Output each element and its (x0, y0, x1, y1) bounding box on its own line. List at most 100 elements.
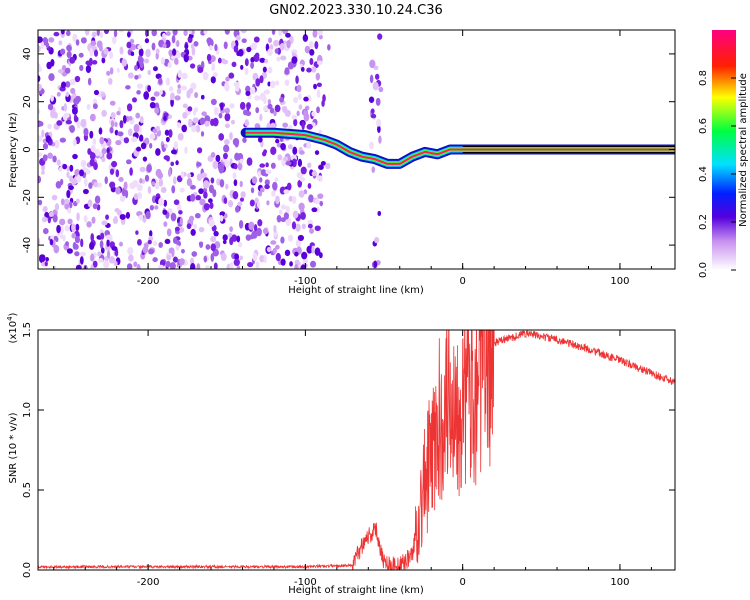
spectrogram-cell (110, 120, 115, 128)
spectrogram-cell (232, 172, 237, 180)
spectrogram-cell (245, 234, 252, 241)
spectrogram-cell (155, 148, 161, 156)
spectrogram-cell (170, 149, 177, 155)
spectrogram-cell (291, 196, 297, 204)
spectrogram-cell (116, 110, 121, 116)
y-tick-label: -20 (22, 189, 33, 205)
spectrogram-cell (79, 256, 84, 265)
spectrogram-cell (106, 152, 113, 160)
spectrogram-cell (87, 148, 92, 155)
spectrogram-cell (274, 48, 279, 54)
spectrogram-cell (239, 197, 244, 202)
spectrogram-cell (170, 212, 177, 222)
spectrogram-cell (211, 62, 216, 72)
spectrogram-cell (283, 156, 289, 161)
spectrogram-cell (115, 140, 122, 146)
spectrogram-cell (259, 163, 266, 168)
spectrogram-cell (188, 88, 194, 94)
spectrogram-cell (139, 177, 143, 184)
spectrogram-cell (267, 99, 272, 105)
spectrogram-cell (251, 42, 258, 51)
spectrogram-cell (106, 70, 111, 76)
spectrogram-cell (55, 181, 62, 189)
spectrogram-cell (59, 218, 66, 226)
spectrogram-cell (309, 48, 315, 56)
spectrogram-cell (129, 167, 133, 176)
spectrogram-cell (272, 181, 278, 191)
spectrogram-cell (71, 223, 76, 232)
spectrogram-cell (284, 67, 290, 75)
y-tick-label: 1.0 (22, 402, 33, 418)
spectrogram-cell (259, 57, 266, 63)
spectrogram-cell (187, 173, 192, 179)
spectrogram-cell (239, 101, 246, 110)
spectrogram-cell (325, 162, 331, 170)
spectrogram-cell (70, 87, 76, 94)
spectrogram-cell (38, 83, 43, 92)
spectrogram-cell (79, 251, 87, 257)
y-tick-label: 20 (22, 95, 33, 108)
spectrogram-cell (284, 249, 291, 257)
spectrogram-cell (38, 199, 43, 206)
y-tick-label: 0.0 (22, 562, 33, 578)
spectrogram-cell (253, 224, 258, 232)
spectrogram-cell (210, 253, 215, 262)
spectrogram-cell (66, 165, 70, 172)
spectrogram-cell (206, 53, 212, 62)
spectrogram-cell (65, 67, 71, 74)
spectrogram-cell (298, 104, 303, 110)
spectrogram-cell (56, 159, 61, 166)
spectrogram-cell (108, 51, 114, 59)
spectrogram-cell (183, 53, 189, 63)
spectrogram-cell (213, 106, 219, 116)
spectrogram-cell (114, 121, 118, 128)
spectrogram-cell (157, 264, 165, 269)
spectrogram-cell (106, 250, 111, 259)
spectrogram-cell (369, 74, 374, 84)
spectrogram-cell (93, 89, 100, 96)
spectrogram-cell (250, 187, 255, 194)
spectrogram-cell (114, 208, 120, 213)
spectrogram-cell (236, 51, 241, 57)
spectrogram-cell (100, 232, 105, 240)
spectrogram-cell (308, 194, 314, 203)
spectrogram-cell (176, 88, 182, 95)
spectrogram-cell (136, 192, 143, 200)
spectrogram-cell (285, 161, 292, 166)
spectrogram-cell (162, 33, 167, 39)
spectrogram-cell (90, 145, 96, 153)
spectrogram-cell (188, 215, 195, 222)
spectrogram-cell (168, 49, 173, 57)
spectrogram-cell (83, 127, 89, 137)
spectrogram-cell (286, 39, 291, 49)
spectrogram-cell (300, 166, 307, 175)
snr-scale-label: (x104) (6, 312, 19, 343)
x-tick-label: 100 (610, 276, 629, 287)
spectrogram-cell (147, 186, 152, 194)
spectrogram-cell (311, 207, 318, 213)
spectrogram-cell (127, 72, 134, 79)
spectrogram-cell (66, 189, 71, 199)
spectrogram-cell (308, 41, 314, 49)
spectrogram-cell (99, 136, 105, 145)
spectrogram-cell (183, 30, 188, 36)
spectrogram-cell (84, 30, 90, 36)
spectrogram-cell (107, 77, 113, 85)
spectrogram-cell (139, 115, 144, 124)
spectrogram-cell (279, 97, 284, 103)
spectrogram-cell (134, 64, 138, 71)
spectrogram-cell (318, 164, 324, 170)
spectrogram-cell (229, 132, 233, 141)
spectrogram-cell (73, 97, 80, 105)
spectrogram-cell (117, 131, 124, 137)
spectrogram-cell (244, 67, 249, 75)
spectrogram-cell (259, 75, 264, 84)
spectrogram-cell (143, 58, 150, 64)
y-tick-label: 0 (22, 146, 33, 152)
spectrogram-cell (47, 123, 52, 130)
spectrogram-cell (86, 103, 91, 110)
spectrogram-cell (368, 96, 375, 103)
spectrogram-cell (86, 221, 92, 228)
spectrogram-cell (209, 44, 213, 51)
spectrogram-cell (230, 119, 236, 125)
